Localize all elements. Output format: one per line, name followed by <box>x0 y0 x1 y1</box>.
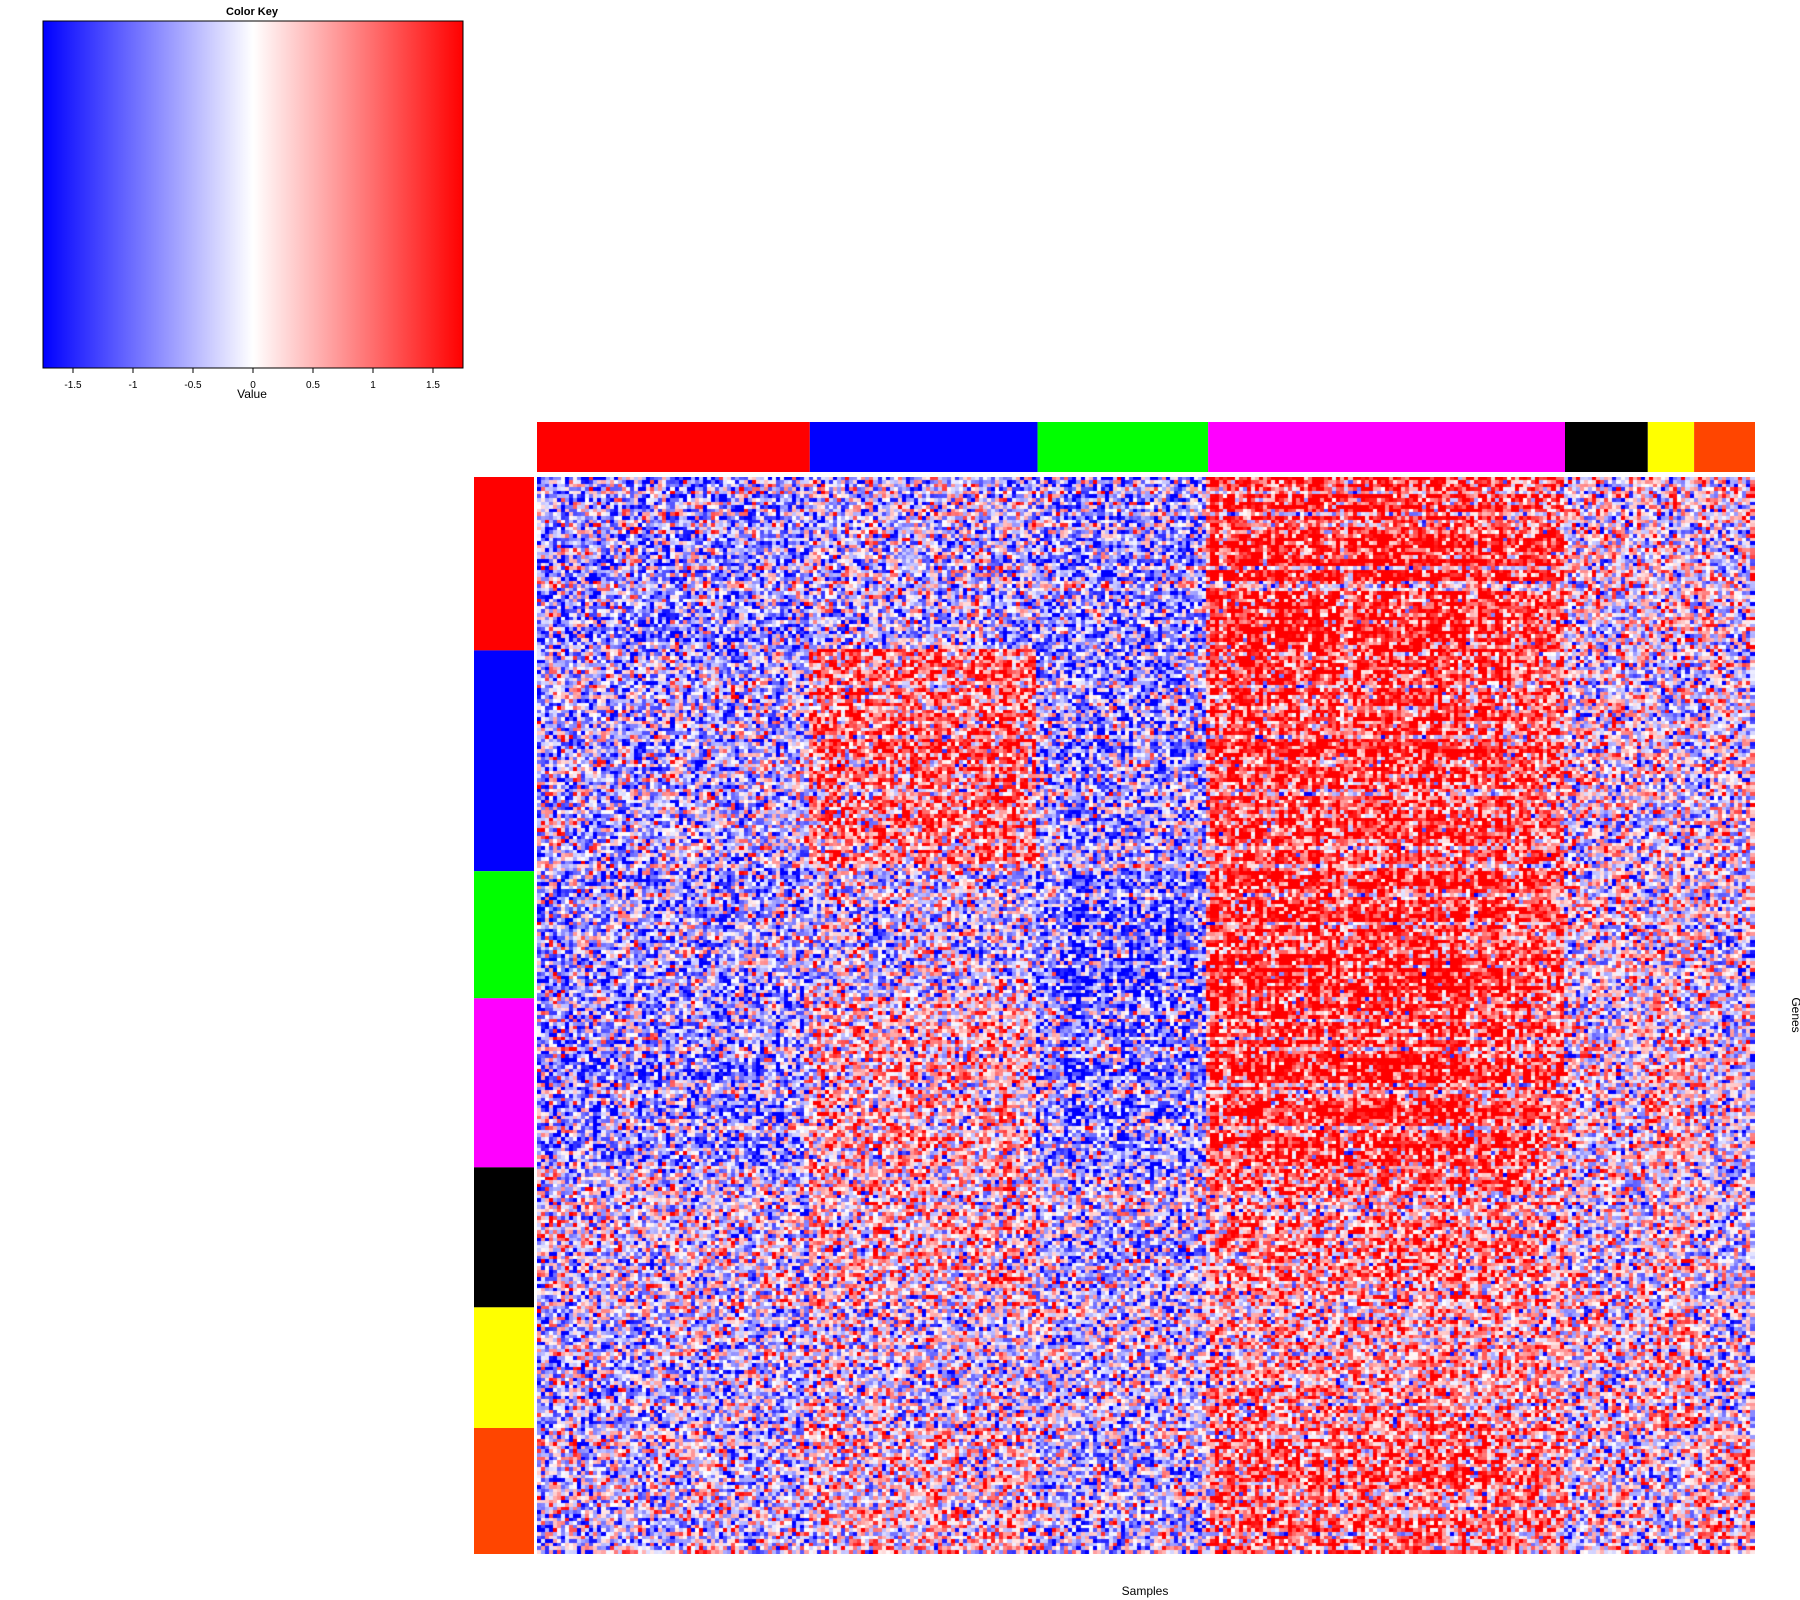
column-group-bar <box>1037 422 1209 472</box>
column-group-bar <box>1694 422 1755 472</box>
color-key-tick-label: 1 <box>370 380 376 391</box>
color-key-xlabel: Value <box>237 387 267 401</box>
y-axis-label: Genes <box>1789 997 1800 1032</box>
color-key: Color Key -1.5 -1 -0.5 0 0.5 1 1.5 Value <box>42 6 464 401</box>
column-group-bar <box>1564 422 1648 472</box>
row-side-colors <box>474 477 534 1554</box>
color-key-tick-label: -0.5 <box>184 380 202 391</box>
row-group-bar <box>474 1167 534 1308</box>
row-group-bar <box>474 871 534 999</box>
color-key-tick-label: 0.5 <box>306 380 320 391</box>
column-group-bar <box>809 422 1038 472</box>
column-group-bar <box>1208 422 1565 472</box>
row-group-bar <box>474 477 534 651</box>
column-group-bar <box>537 422 810 472</box>
column-side-colors <box>537 422 1755 472</box>
row-group-bar <box>474 650 534 872</box>
color-key-tick-label: -1 <box>129 380 138 391</box>
color-key-tick-label: 0 <box>250 380 256 391</box>
color-key-title: Color Key <box>226 6 279 18</box>
color-key-tick-label: 1.5 <box>426 380 440 391</box>
row-group-bar <box>474 1307 534 1428</box>
color-key-tick-label: -1.5 <box>64 380 82 391</box>
column-group-bar <box>1647 422 1695 472</box>
heatmap-cells <box>537 477 1755 1554</box>
x-axis-label: Samples <box>1122 1584 1169 1598</box>
color-key-gradient <box>42 20 464 369</box>
heatmap-body <box>537 477 1755 1554</box>
color-key-ticks: -1.5 -1 -0.5 0 0.5 1 1.5 <box>64 368 440 391</box>
row-group-bar <box>474 1427 534 1554</box>
row-group-bar <box>474 998 534 1168</box>
